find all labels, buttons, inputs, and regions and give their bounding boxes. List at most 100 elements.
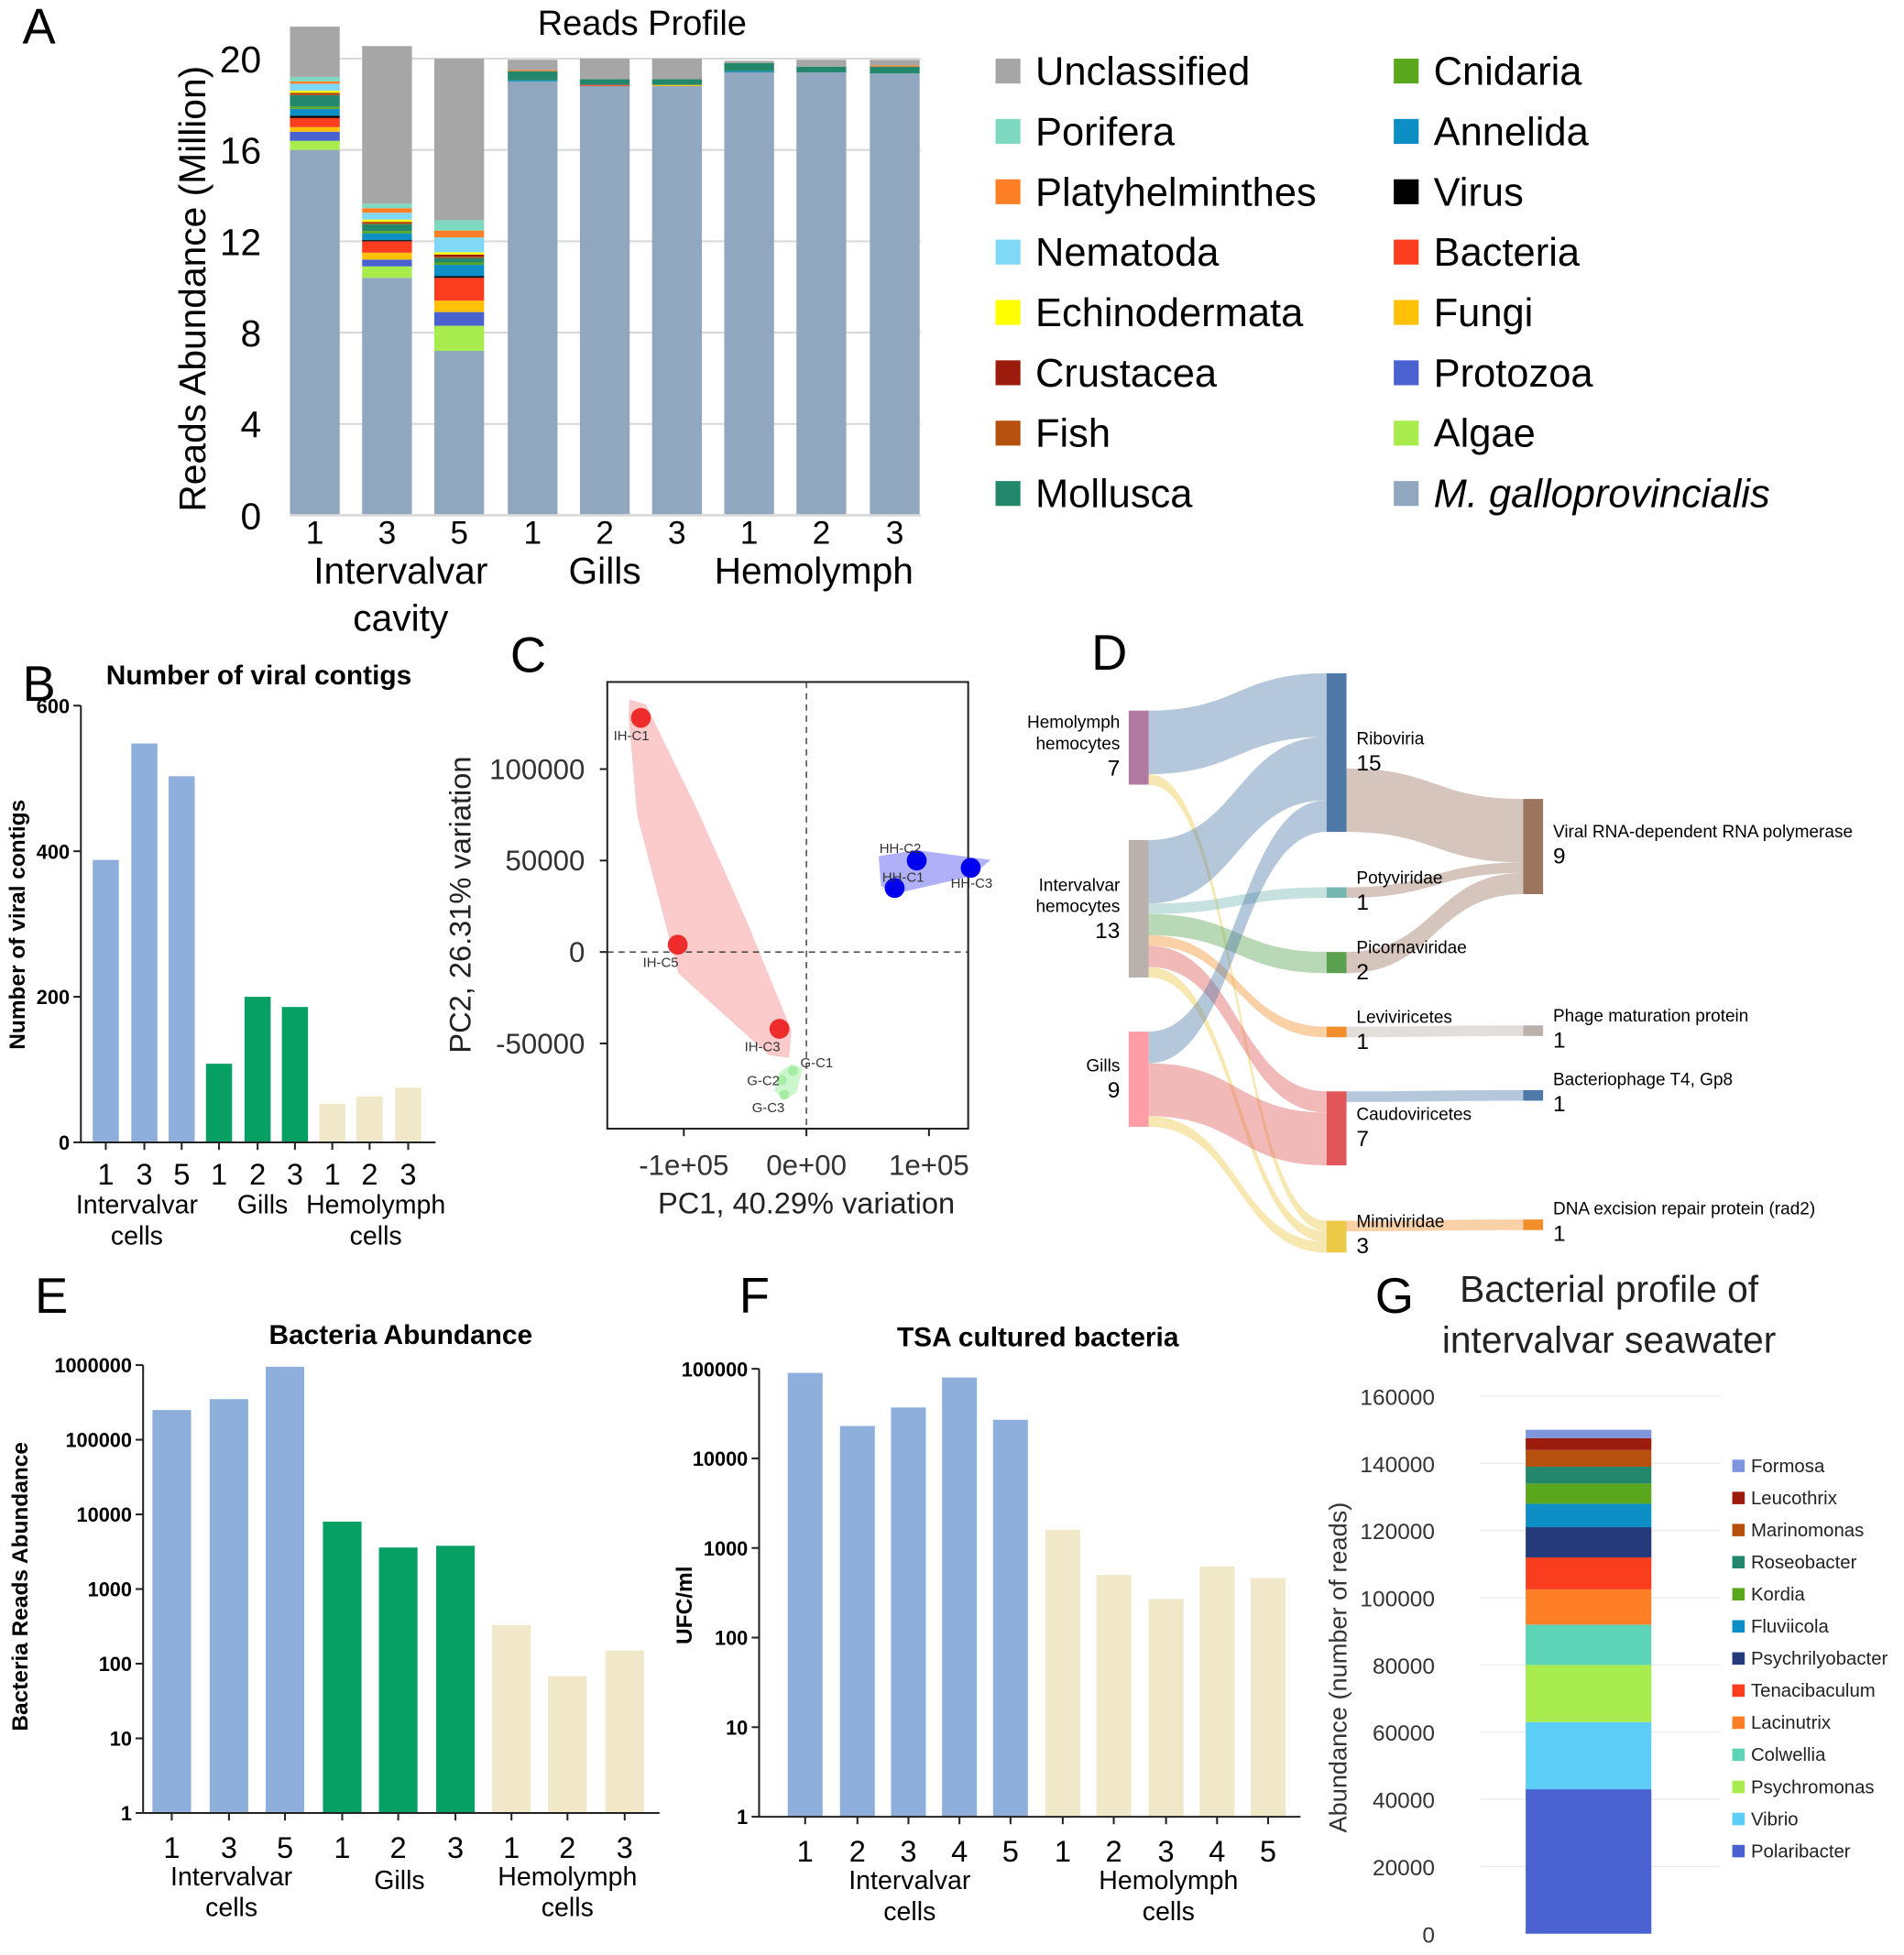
bar — [839, 1425, 875, 1818]
bar-segment — [724, 62, 774, 71]
bar — [1250, 1578, 1286, 1818]
x-tick-label: 4 — [951, 1834, 968, 1868]
bar-segment — [434, 58, 485, 221]
viral-contigs-chart: 1 3 5 1 2 3 1 2 30200400600IntervalvarcellsGills… — [5, 661, 445, 1251]
bar — [891, 1407, 926, 1818]
bar-segment — [362, 233, 412, 241]
y-tick-label: 60000 — [1373, 1721, 1435, 1746]
sankey-diagram: Hemolymph hemocytes 7 Intervalvar hemocytes 1… — [1027, 672, 1853, 1259]
bar-segment — [1526, 1665, 1652, 1722]
y-tick-label: 40000 — [1373, 1789, 1435, 1814]
x-tick-label: 5 — [173, 1157, 190, 1191]
bar-segment — [1526, 1429, 1652, 1438]
group-label: Gills — [374, 1866, 424, 1895]
sankey-link — [1346, 1219, 1524, 1232]
legend-swatch — [1394, 360, 1419, 386]
legend-swatch — [1394, 239, 1419, 265]
bar-segment — [434, 262, 485, 266]
bar-segment — [362, 266, 412, 279]
x-tick-label: 1 — [97, 1157, 114, 1191]
legend-label: Kordia — [1751, 1585, 1806, 1605]
bar-segment — [362, 203, 412, 209]
data-point — [884, 878, 905, 899]
bar-segment — [1526, 1624, 1652, 1666]
panel-letter: A — [22, 0, 56, 55]
group-label: Hemolymph — [1099, 1866, 1238, 1895]
node-value: 9 — [1553, 845, 1566, 869]
bar-segment — [1526, 1589, 1652, 1625]
y-tick-label: 100000 — [65, 1429, 131, 1452]
legend-label: Lacinutrix — [1751, 1713, 1831, 1733]
sankey-node — [1326, 887, 1347, 899]
node-label: Intervalvar — [1039, 877, 1121, 896]
group-label: cells — [1143, 1897, 1195, 1927]
data-point — [776, 1075, 787, 1086]
legend-label: Fluviicola — [1751, 1617, 1830, 1637]
sankey-link — [1148, 945, 1327, 1113]
bar-segment — [434, 311, 485, 326]
bar-segment — [362, 219, 412, 223]
bar-segment — [651, 79, 703, 85]
y-tick-label: 10 — [726, 1716, 748, 1739]
legend-swatch — [1394, 118, 1419, 145]
legend-label: Porifera — [1035, 110, 1176, 154]
x-tick-label: 1 — [797, 1834, 814, 1868]
y-tick-label: 20 — [220, 38, 261, 81]
x-tick-label: 1 — [211, 1157, 227, 1191]
node-value: 2 — [1356, 960, 1369, 985]
point-label: G-C3 — [752, 1100, 785, 1116]
legend-label: Mollusca — [1035, 473, 1193, 517]
bar — [492, 1624, 531, 1814]
group-label: Hemolymph — [306, 1190, 445, 1219]
legend-label: M. galloprovincialis — [1434, 473, 1770, 517]
bar-segment — [434, 220, 485, 231]
panel-letter: B — [22, 656, 55, 712]
y-tick-label: 4 — [241, 404, 262, 446]
bar-segment — [362, 259, 412, 267]
x-tick-label: 2 — [390, 1830, 407, 1864]
x-tick-label: 1 — [503, 1830, 520, 1864]
bar-segment — [434, 230, 485, 238]
bar-segment — [290, 94, 340, 107]
node-value: 1 — [1553, 1221, 1566, 1246]
x-tick-label: 2 — [249, 1157, 266, 1191]
y-tick-label: 100 — [715, 1627, 748, 1650]
x-tick-label: 1 — [523, 516, 542, 552]
bar-segment — [796, 60, 847, 67]
bar — [319, 1103, 345, 1142]
legend-label: Unclassified — [1035, 50, 1250, 94]
y-tick-label: 0 — [241, 495, 262, 537]
y-tick-label: 1000 — [704, 1537, 748, 1560]
chart-title: intervalvar seawater — [1442, 1318, 1777, 1360]
group-label: cells — [111, 1221, 163, 1251]
y-tick-label: 1000 — [88, 1578, 132, 1601]
bar-segment — [290, 115, 340, 118]
legend-swatch — [1732, 1748, 1745, 1762]
y-tick-label: -50000 — [496, 1028, 585, 1060]
legend-swatch — [1732, 1524, 1745, 1536]
node-value: 1 — [1553, 1092, 1566, 1117]
bar — [787, 1372, 823, 1818]
bar-segment — [579, 79, 630, 85]
y-tick-label: 20000 — [1373, 1856, 1435, 1881]
bar-segment — [724, 60, 774, 63]
bar — [942, 1377, 978, 1818]
node-label: Picornaviridae — [1356, 939, 1466, 958]
data-point — [906, 850, 927, 871]
bar-segment — [362, 231, 412, 234]
y-tick-label: 12 — [220, 221, 261, 263]
group-label: cells — [350, 1221, 402, 1251]
group-label: cells — [542, 1894, 594, 1923]
legend-label: Psychrilyobacter — [1751, 1649, 1888, 1669]
sankey-node — [1523, 1089, 1544, 1101]
sankey-node — [1326, 1091, 1347, 1166]
panel-letter: C — [510, 628, 546, 683]
y-tick-label: 1 — [121, 1802, 132, 1825]
bar — [1096, 1575, 1132, 1818]
bar-segment — [362, 46, 412, 204]
bar-segment — [1526, 1449, 1652, 1468]
group-label: Intervalvar — [76, 1190, 199, 1219]
bar — [1199, 1567, 1235, 1818]
legend-swatch — [1732, 1812, 1745, 1826]
